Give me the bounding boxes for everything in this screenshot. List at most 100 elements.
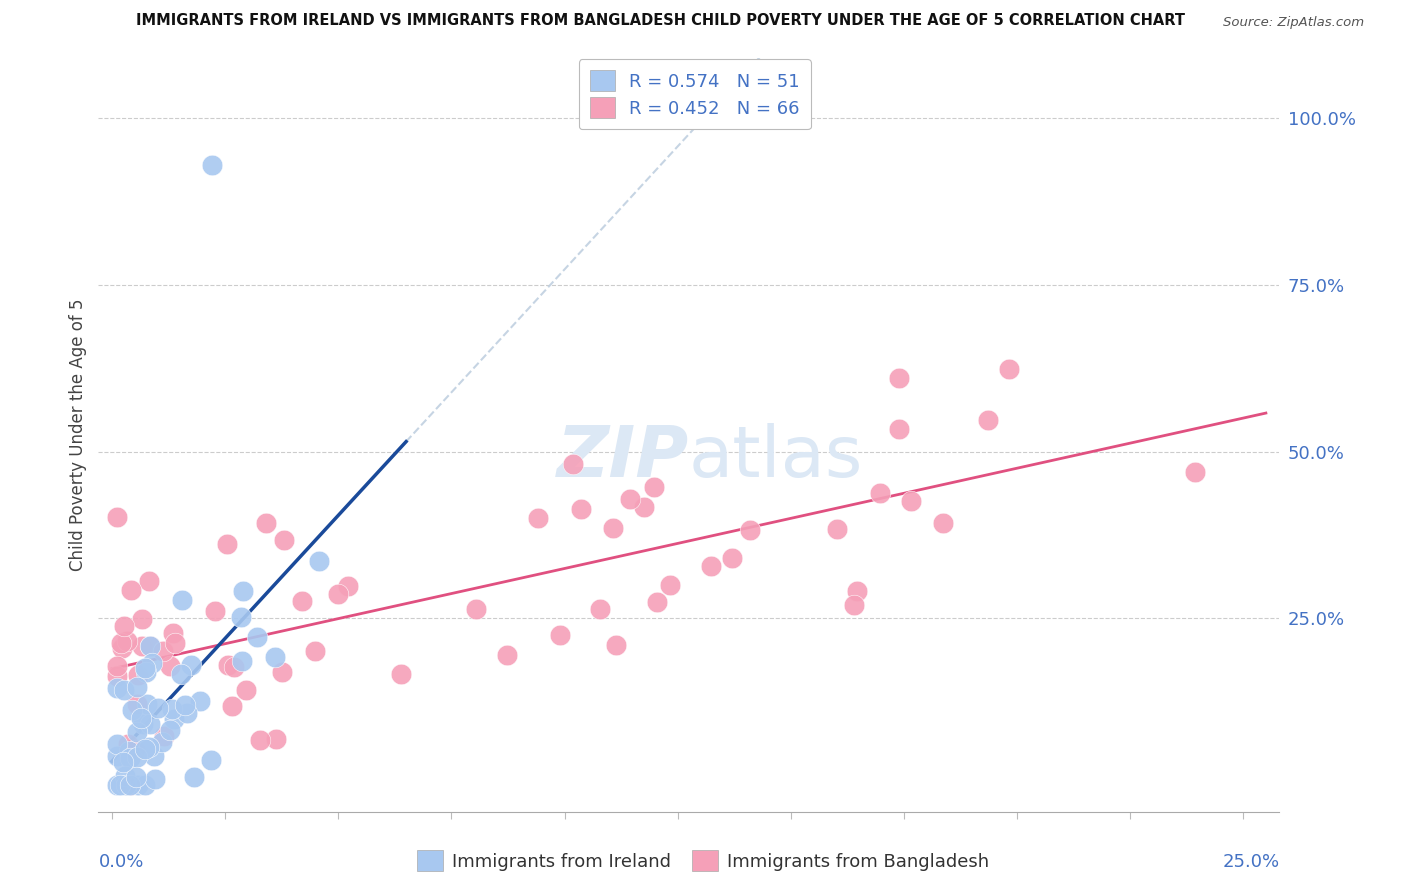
Point [589, 602, 612, 616]
Point [842, 599, 865, 613]
Point [900, 493, 922, 508]
Point [136, 697, 159, 711]
Point [291, 594, 314, 608]
Point [190, 694, 212, 708]
Point [263, 650, 285, 665]
Legend: R = 0.574   N = 51, R = 0.452   N = 66: R = 0.574 N = 51, R = 0.452 N = 66 [579, 60, 811, 129]
Point [120, 778, 142, 792]
Point [235, 682, 257, 697]
Point [170, 667, 193, 681]
Point [127, 725, 149, 739]
Point [700, 558, 723, 573]
Point [141, 657, 163, 671]
Point [997, 362, 1019, 376]
Point [659, 578, 682, 592]
Point [569, 502, 592, 516]
Y-axis label: Child Poverty Under the Age of 5: Child Poverty Under the Age of 5 [69, 299, 87, 571]
Point [337, 579, 360, 593]
Point [138, 574, 160, 588]
Point [146, 701, 169, 715]
Point [391, 666, 413, 681]
Point [229, 610, 252, 624]
Point [125, 698, 148, 712]
Point [602, 521, 624, 535]
Point [264, 732, 287, 747]
Point [249, 732, 271, 747]
Point [152, 643, 174, 657]
Point [633, 500, 655, 515]
Point [308, 553, 330, 567]
Point [120, 751, 142, 765]
Point [159, 723, 181, 737]
Point [163, 636, 186, 650]
Point [127, 680, 149, 694]
Point [271, 665, 294, 679]
Point [132, 716, 155, 731]
Point [134, 778, 156, 792]
Point [200, 158, 222, 172]
Point [738, 523, 761, 537]
Point [183, 770, 205, 784]
Point [143, 772, 166, 787]
Point [139, 639, 162, 653]
Point [562, 457, 585, 471]
Point [869, 486, 891, 500]
Point [217, 657, 239, 672]
Point [114, 769, 136, 783]
Point [105, 737, 128, 751]
Point [117, 737, 139, 751]
Point [131, 639, 153, 653]
Point [304, 644, 326, 658]
Point [105, 749, 128, 764]
Point [121, 703, 143, 717]
Text: 0.0%: 0.0% [98, 853, 143, 871]
Point [124, 742, 146, 756]
Point [105, 778, 128, 792]
Legend: Immigrants from Ireland, Immigrants from Bangladesh: Immigrants from Ireland, Immigrants from… [411, 843, 995, 879]
Point [118, 744, 141, 758]
Point [162, 626, 184, 640]
Point [150, 735, 173, 749]
Point [1184, 465, 1206, 479]
Point [221, 698, 243, 713]
Point [111, 755, 134, 769]
Point [124, 770, 146, 784]
Point [153, 729, 176, 743]
Point [138, 716, 160, 731]
Point [645, 594, 668, 608]
Point [129, 711, 152, 725]
Text: IMMIGRANTS FROM IRELAND VS IMMIGRANTS FROM BANGLADESH CHILD POVERTY UNDER THE AG: IMMIGRANTS FROM IRELAND VS IMMIGRANTS FR… [136, 13, 1185, 29]
Point [127, 668, 149, 682]
Point [231, 583, 253, 598]
Point [887, 422, 910, 436]
Point [105, 659, 128, 673]
Point [105, 681, 128, 695]
Point [134, 661, 156, 675]
Point [976, 413, 998, 427]
Point [159, 658, 181, 673]
Point [127, 778, 149, 792]
Text: Source: ZipAtlas.com: Source: ZipAtlas.com [1223, 16, 1364, 29]
Point [176, 706, 198, 720]
Point [273, 533, 295, 548]
Point [115, 778, 138, 792]
Point [134, 742, 156, 756]
Point [143, 748, 166, 763]
Point [932, 516, 955, 530]
Point [465, 602, 488, 616]
Point [105, 668, 128, 682]
Point [170, 593, 193, 607]
Text: atlas: atlas [689, 423, 863, 492]
Point [721, 551, 744, 566]
Point [114, 682, 136, 697]
Point [135, 665, 157, 679]
Point [139, 640, 162, 654]
Text: ZIP: ZIP [557, 423, 689, 492]
Point [125, 750, 148, 764]
Point [527, 511, 550, 525]
Point [180, 657, 202, 672]
Point [825, 522, 848, 536]
Point [105, 510, 128, 524]
Point [231, 654, 253, 668]
Point [120, 583, 142, 598]
